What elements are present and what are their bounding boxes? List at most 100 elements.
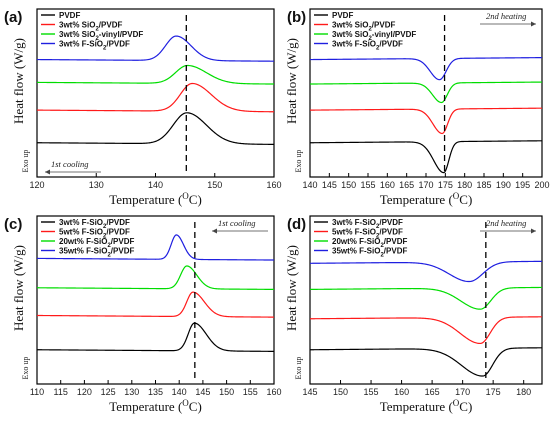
panel-b: 140 145 150 155 160 165 170 175 180 185 190 195 200 T…: [284, 8, 550, 207]
x-tick-label: 145: [195, 387, 210, 397]
x-tick-label: 195: [515, 180, 530, 190]
x-tick-label: 130: [124, 387, 139, 397]
x-tick-label: 115: [54, 387, 68, 397]
x-tick-label: 130: [89, 180, 104, 190]
series-line-1: [309, 347, 543, 377]
annotation-text: 1st cooling: [51, 159, 89, 169]
x-axis-label: Temperature (OC): [380, 191, 473, 207]
legend-entry: 3wt% SiO2/PVDF: [59, 21, 122, 33]
legend-entry: 3wt% F-SiO2/PVDF: [59, 40, 130, 52]
legend-entry: 20wt% F-SiO2/PVDF: [332, 237, 407, 249]
x-tick-label: 150: [333, 387, 348, 397]
legend-entry: 5wt% F-SiO2/PVDF: [332, 228, 403, 240]
legend-entry: PVDF: [332, 11, 353, 20]
x-tick-label: 150: [219, 387, 234, 397]
arrow-head: [212, 228, 217, 234]
annotation-text: 2nd heating: [486, 11, 526, 21]
panel-label: (a): [4, 9, 22, 26]
legend-entry: 20wt% F-SiO2/PVDF: [59, 237, 134, 249]
x-tick-label: 160: [266, 387, 281, 397]
series-line-4: [310, 57, 542, 81]
y-axis-label: Heat flow (W/g): [11, 245, 26, 331]
legend-entry: 35wt% F-SiO2/PVDF: [59, 247, 134, 259]
legend-entry: 3wt% F-SiO2/PVDF: [59, 218, 130, 230]
legend-entry: 3wt% SiO2/PVDF: [332, 21, 395, 33]
series-line-3: [37, 64, 275, 85]
annotation-text: 2nd heating: [486, 218, 526, 228]
series-line-4: [309, 260, 543, 283]
series-line-2: [309, 316, 543, 345]
series-line-2: [37, 291, 275, 318]
x-tick-label: 120: [77, 387, 92, 397]
x-tick-label: 160: [380, 180, 395, 190]
legend-entry: PVDF: [59, 11, 80, 20]
panel-label: (d): [287, 216, 306, 233]
x-tick-label: 150: [207, 180, 222, 190]
panel-a: 120 130 140 150 160 Temperature (OC) Heat flow…: [4, 8, 282, 207]
x-tick-label: 155: [364, 387, 379, 397]
x-tick-label: 165: [425, 387, 440, 397]
annotation: 1st cooling: [212, 218, 268, 234]
series-line-3: [309, 286, 543, 310]
x-axis-label: Temperature (OC): [380, 398, 473, 414]
x-tick-label: 190: [496, 180, 511, 190]
x-tick-label: 125: [101, 387, 116, 397]
series-line-1: [37, 112, 275, 145]
exo-up-label: Exo up: [21, 357, 30, 380]
x-tick-label: 170: [418, 180, 433, 190]
series-line-4: [37, 234, 275, 261]
panel-label: (c): [4, 216, 22, 233]
annotation-text: 1st cooling: [218, 218, 256, 228]
y-axis-label: Heat flow (W/g): [11, 38, 26, 124]
panel-label: (b): [287, 9, 306, 26]
series-line-1: [37, 322, 275, 352]
annotation: 1st cooling: [45, 159, 101, 175]
x-tick-label: 140: [148, 180, 163, 190]
x-tick-label: 185: [476, 180, 491, 190]
series-line-3: [37, 265, 275, 290]
x-tick-label: 155: [243, 387, 258, 397]
series-line-2: [309, 107, 543, 135]
series-line-3: [309, 81, 543, 104]
x-tick-label: 165: [399, 180, 414, 190]
exo-up-label: Exo up: [294, 150, 303, 173]
x-tick-label: 140: [302, 180, 317, 190]
x-tick-label: 145: [302, 387, 317, 397]
x-tick-label: 175: [486, 387, 501, 397]
annotation: 2nd heating: [480, 218, 536, 234]
series-line-2: [37, 82, 274, 113]
legend-entry: 35wt% F-SiO2/PVDF: [332, 247, 407, 259]
legend-entry: 3wt% SiO2-vinyl/PVDF: [332, 30, 416, 42]
x-tick-label: 155: [360, 180, 375, 190]
x-tick-label: 145: [322, 180, 337, 190]
exo-up-label: Exo up: [21, 150, 30, 173]
panel-c: 110 115 120 125 130 135 140 145 150 155 160 Tempera…: [4, 215, 282, 414]
legend-entry: 3wt% SiO2-vinyl/PVDF: [59, 30, 143, 42]
x-tick-label: 175: [438, 180, 453, 190]
x-tick-label: 200: [534, 180, 549, 190]
series-line-1: [309, 140, 543, 174]
x-tick-label: 160: [394, 387, 409, 397]
panel-d: 145 150 155 160 165 170 175 180 Temperature (OC)…: [284, 215, 543, 414]
exo-up-label: Exo up: [294, 357, 303, 380]
series-line-4: [36, 35, 274, 62]
y-axis-label: Heat flow (W/g): [284, 38, 299, 124]
x-tick-label: 150: [341, 180, 356, 190]
y-axis-label: Heat flow (W/g): [284, 245, 299, 331]
x-tick-label: 180: [457, 180, 472, 190]
x-axis-label: Temperature (OC): [109, 398, 202, 414]
legend-entry: 5wt% F-SiO2/PVDF: [59, 228, 130, 240]
x-tick-label: 120: [29, 180, 44, 190]
arrow-head: [531, 21, 536, 27]
legend-entry: 3wt% F-SiO2/PVDF: [332, 218, 403, 230]
x-axis-label: Temperature (OC): [109, 191, 202, 207]
x-tick-label: 170: [455, 387, 470, 397]
x-tick-label: 180: [516, 387, 531, 397]
x-tick-label: 140: [172, 387, 187, 397]
plot-frame: [309, 215, 543, 385]
